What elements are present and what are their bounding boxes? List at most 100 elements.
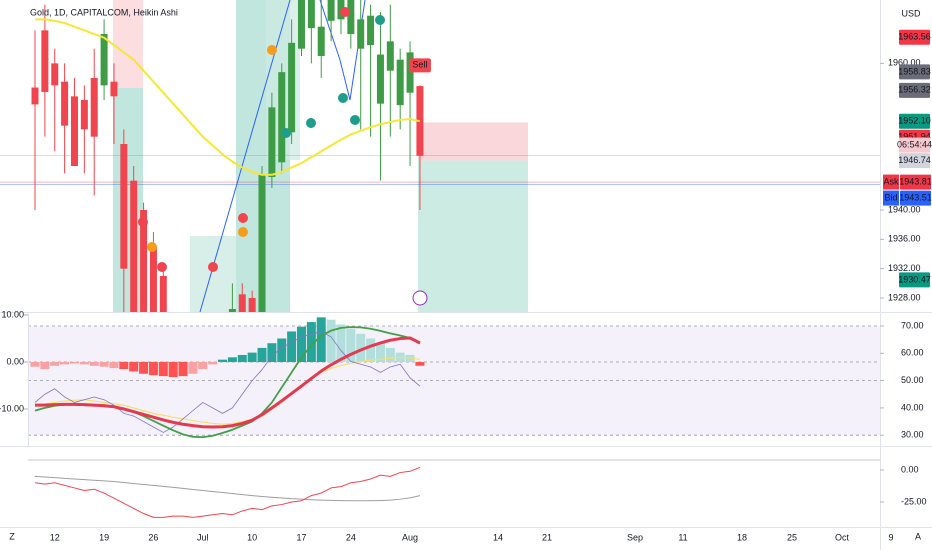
histogram-bar <box>287 331 297 363</box>
histogram-bar <box>148 362 158 376</box>
price-tag <box>899 64 930 80</box>
signal-dot <box>281 128 291 138</box>
indicator-line <box>34 466 421 518</box>
histogram-bar <box>257 347 267 363</box>
y-tick-label: 1960.00 <box>888 58 921 68</box>
histogram-bar <box>109 362 119 369</box>
histogram-bar <box>227 357 237 363</box>
signal-dot <box>238 213 248 223</box>
y-tick-label: 0.00 <box>6 356 24 366</box>
candle-body <box>357 19 365 49</box>
histogram-bar <box>89 362 99 366</box>
candle-body <box>120 144 128 269</box>
histogram-bar <box>267 343 277 363</box>
histogram-bar <box>60 362 70 365</box>
candle-body <box>100 34 108 86</box>
price-tag-label: 1956.32 <box>898 85 931 95</box>
price-tag <box>900 190 931 206</box>
histogram-bar <box>306 322 316 363</box>
candle-body <box>149 246 157 312</box>
main-pane: Sell <box>0 0 880 312</box>
x-tick-label: 21 <box>542 532 552 542</box>
lower-pane <box>28 459 880 518</box>
price-tag-label: 1943.51 <box>899 192 932 202</box>
candle-body <box>41 30 49 92</box>
event-icon[interactable] <box>412 290 428 306</box>
price-tag-label: 1952.10 <box>898 116 931 126</box>
price-tag <box>900 174 931 190</box>
oscillator-plot <box>28 317 880 439</box>
histogram-bar <box>366 338 376 363</box>
x-tick-label: Oct <box>835 532 850 542</box>
histogram-bar <box>40 362 50 370</box>
histogram-bar <box>188 362 198 374</box>
histogram-bar <box>129 362 139 372</box>
candle-body <box>130 180 138 312</box>
histogram-bar <box>119 362 129 370</box>
countdown: 06:54:44 <box>897 139 932 149</box>
y-tick-label: 0.00 <box>901 464 919 474</box>
price-tag-label: 1943.81 <box>899 176 932 186</box>
oscillator-line <box>35 336 421 429</box>
trend-line <box>319 0 366 101</box>
candle-body <box>61 81 69 126</box>
x-tick-label: Jul <box>197 532 209 542</box>
signal-dot <box>340 7 350 17</box>
moving-average <box>35 18 421 176</box>
histogram-bar <box>316 317 326 363</box>
y2-tick-label: 70.00 <box>901 320 924 330</box>
candle-body <box>386 41 394 71</box>
histogram-bar <box>50 362 60 366</box>
histogram-bar <box>198 362 208 370</box>
price-tag-label: 1958.83 <box>898 66 931 76</box>
chart-title: Gold, 1D, CAPITALCOM, Heikin Ashi <box>30 7 178 17</box>
histogram-bar <box>385 347 395 363</box>
candle-body <box>248 297 256 312</box>
signal-dot <box>208 262 218 272</box>
histogram-bar <box>336 324 346 363</box>
candle-body <box>297 0 305 49</box>
long-zone <box>190 236 236 312</box>
candle-body <box>70 96 78 167</box>
stop-zone <box>418 122 528 161</box>
candle-body <box>258 174 266 312</box>
auto-scale-button[interactable]: A <box>915 531 921 541</box>
x-tick-label: 14 <box>493 532 503 542</box>
tag-prefix-box <box>883 190 899 206</box>
histogram-bar <box>158 362 168 377</box>
candle-body <box>31 87 39 105</box>
x-tick-label: 24 <box>346 532 356 542</box>
histogram-bar <box>247 352 257 363</box>
candle-body <box>406 52 414 93</box>
signal-box <box>408 58 431 73</box>
signal-dot <box>375 15 385 25</box>
signals <box>138 7 428 306</box>
signal-label: Sell <box>412 60 427 70</box>
candle-body <box>396 59 404 106</box>
histogram-bar <box>168 362 178 378</box>
candle-body <box>90 78 98 137</box>
tag-prefix-box <box>883 174 899 190</box>
histogram-bar <box>326 319 336 363</box>
y-tick-label: 1936.00 <box>888 234 921 244</box>
histogram-bar <box>79 362 89 365</box>
histogram-bar <box>296 326 306 363</box>
histogram-bar <box>356 333 366 363</box>
timezone-button[interactable]: Z <box>9 531 15 541</box>
candle-body <box>307 0 315 29</box>
y-tick-label: -25.00 <box>901 496 927 506</box>
candle-body <box>288 42 296 133</box>
lower-plot <box>28 459 880 518</box>
histogram-bar <box>30 362 40 367</box>
histogram-bar <box>277 338 287 363</box>
price-tag <box>899 29 930 45</box>
candle-body <box>278 72 286 163</box>
x-tick-label: 12 <box>50 532 60 542</box>
y-tick-label: 1940.00 <box>888 204 921 214</box>
histogram-bar <box>99 362 109 367</box>
candle-body <box>159 275 167 312</box>
histogram-bar <box>346 329 356 363</box>
x-tick-label: 11 <box>678 532 687 542</box>
price-tag-label: 1951.94 <box>898 132 931 142</box>
